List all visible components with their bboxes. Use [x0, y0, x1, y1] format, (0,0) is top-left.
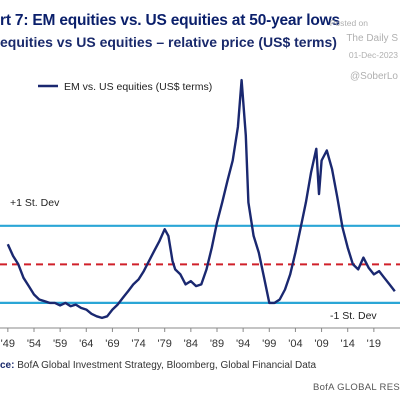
- x-tick-label: '14: [341, 338, 355, 350]
- x-tick-label: '19: [367, 338, 381, 350]
- x-tick-label: '64: [79, 338, 93, 350]
- series-line-em-vs-us: [6, 78, 396, 320]
- x-tick-label: '94: [236, 338, 250, 350]
- x-tick-label: '89: [210, 338, 224, 350]
- footer-logo: BofA GLOBAL RES: [312, 382, 400, 393]
- x-tick-label: '59: [53, 338, 67, 350]
- source-label: ce:: [0, 360, 15, 371]
- source-text: BofA Global Investment Strategy, Bloombe…: [14, 360, 317, 371]
- legend-label: EM vs. US equities (US$ terms): [64, 81, 212, 93]
- watermark-daily: The Daily S: [346, 33, 398, 44]
- chart-title: rt 7: EM equities vs. US equities at 50-…: [0, 12, 340, 29]
- x-tick-label: '84: [184, 338, 198, 350]
- x-tick-label: '99: [262, 338, 276, 350]
- x-tick-label: '54: [27, 338, 41, 350]
- x-tick-label: '49: [1, 338, 15, 350]
- x-tick-label: '74: [131, 338, 145, 350]
- x-tick-label: '09: [314, 338, 328, 350]
- chart-subtitle: equities vs US equities – relative price…: [0, 34, 337, 50]
- line-chart: EM vs. US equities (US$ terms) +1 St. De…: [0, 78, 400, 350]
- x-tick-label: '79: [158, 338, 172, 350]
- watermark-date: 01-Dec-2023: [348, 50, 398, 60]
- source-note: ce: BofA Global Investment Strategy, Blo…: [0, 360, 316, 371]
- x-tick-label: '69: [105, 338, 119, 350]
- watermark-posted: Posted on: [329, 18, 368, 28]
- watermark-handle: @SoberLo: [350, 71, 398, 82]
- x-tick-label: '04: [288, 338, 302, 350]
- plus-1-stdev-label: +1 St. Dev: [10, 197, 60, 209]
- minus-1-stdev-label: -1 St. Dev: [330, 310, 377, 322]
